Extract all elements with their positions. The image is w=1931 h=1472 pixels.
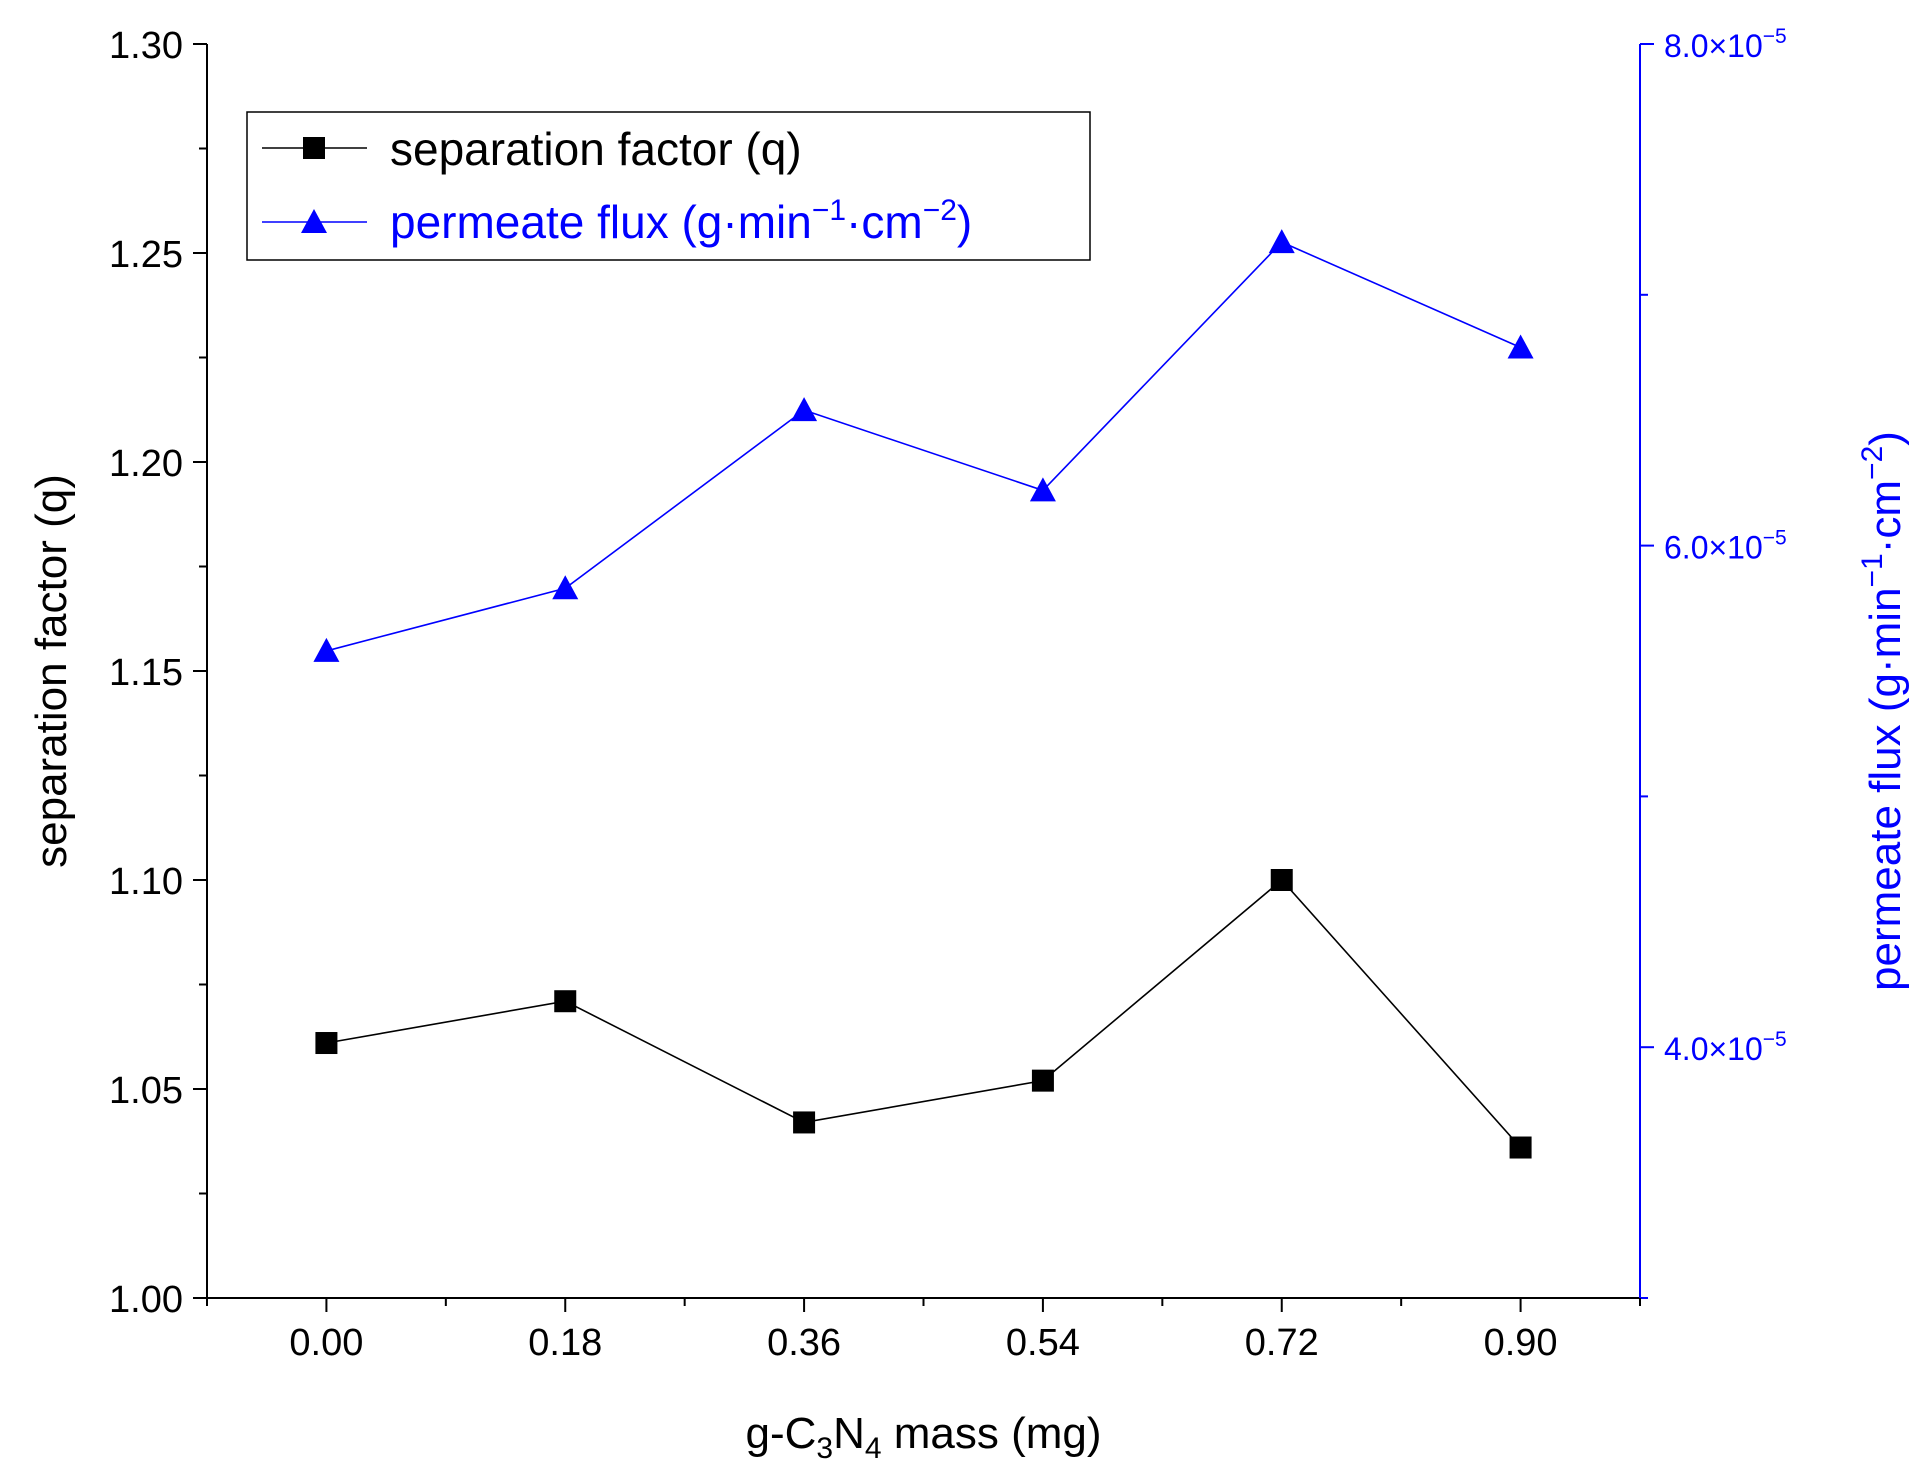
y-left-tick-label: 1.15	[109, 652, 183, 694]
series-permeate-flux	[313, 229, 1534, 662]
y-right-axis-title-part: )	[1861, 431, 1910, 446]
y-right-tick-label: 8.0×10−5	[1664, 25, 1787, 64]
x-tick-label: 0.54	[1006, 1322, 1080, 1364]
data-point-square	[554, 990, 577, 1013]
legend-marker-square	[303, 137, 325, 159]
y-left-tick-label: 1.05	[109, 1070, 183, 1112]
y-right-tick-exponent: −5	[1763, 527, 1787, 550]
series-separation-factor	[315, 869, 1532, 1159]
x-axis-title-subscript: 3	[816, 1432, 833, 1465]
x-axis-title: g-C3N4 mass (mg)	[745, 1409, 1101, 1465]
data-point-square	[315, 1032, 338, 1055]
x-tick-label: 0.72	[1245, 1322, 1319, 1364]
legend-box	[246, 111, 1091, 261]
legend-label-part: permeate flux (g·min	[390, 196, 812, 248]
x-axis-title-subscript: 4	[865, 1432, 882, 1465]
data-point-square	[1270, 869, 1293, 891]
data-point-triangle	[1507, 334, 1534, 359]
legend-label-superscript: −2	[923, 194, 957, 227]
x-tick-label: 0.18	[528, 1322, 602, 1364]
y-right-tick-label: 4.0×10−5	[1664, 1028, 1787, 1067]
y-right-axis-title-superscript: −1	[1856, 553, 1889, 587]
y-left-axis-title: separation factor (q)	[27, 474, 76, 868]
y-right-axis-title-part: ·cm	[1861, 480, 1910, 553]
legend-label-superscript: −1	[812, 194, 846, 227]
y-left-tick-label: 1.30	[109, 25, 183, 67]
legend-label-separation-factor: separation factor (q)	[390, 123, 802, 175]
data-point-square	[1031, 1069, 1054, 1092]
legend-label-permeate-flux: permeate flux (g·min−1·cm−2)	[390, 194, 972, 248]
data-point-square	[1509, 1136, 1532, 1159]
y-right-tick-mantissa: 6.0×10	[1664, 530, 1763, 566]
legend-label-part: ·cm	[846, 196, 923, 248]
data-point-triangle	[1268, 229, 1295, 254]
x-tick-label: 0.00	[289, 1322, 363, 1364]
data-point-triangle	[791, 397, 818, 422]
legend-label-part: )	[957, 196, 972, 248]
y-left-tick-label: 1.25	[109, 234, 183, 276]
y-right-tick-mantissa: 4.0×10	[1664, 1031, 1763, 1067]
data-point-triangle	[1029, 477, 1056, 502]
x-axis-title-part: N	[833, 1409, 865, 1458]
y-right-axis-title-part: permeate flux (g·min	[1861, 587, 1910, 990]
y-right-tick-exponent: −5	[1763, 25, 1787, 48]
axes: 1.001.051.101.151.201.251.304.0×10−56.0×…	[27, 25, 1910, 1465]
x-tick-label: 0.90	[1484, 1322, 1558, 1364]
y-right-tick-label: 6.0×10−5	[1664, 527, 1787, 566]
x-axis-title-part: g-C	[745, 1409, 816, 1458]
x-axis-title-part: mass (mg)	[882, 1409, 1102, 1458]
y-right-tick-exponent: −5	[1763, 1028, 1787, 1051]
y-right-axis-title-superscript: −2	[1856, 446, 1889, 480]
series-layer	[313, 229, 1534, 1159]
y-left-tick-label: 1.00	[109, 1279, 183, 1321]
series-line	[326, 878, 1522, 1149]
data-point-triangle	[313, 637, 340, 662]
y-right-tick-mantissa: 8.0×10	[1664, 28, 1763, 64]
y-left-tick-label: 1.10	[109, 861, 183, 903]
data-point-square	[793, 1111, 816, 1134]
series-line	[326, 241, 1521, 652]
y-right-axis-title: permeate flux (g·min−1·cm−2)	[1856, 431, 1910, 991]
legend: separation factor (q) permeate flux (g·mi…	[246, 111, 1091, 261]
legend-marker-triangle	[301, 209, 327, 233]
data-point-triangle	[552, 575, 579, 600]
y-left-tick-label: 1.20	[109, 443, 183, 485]
x-tick-label: 0.36	[767, 1322, 841, 1364]
